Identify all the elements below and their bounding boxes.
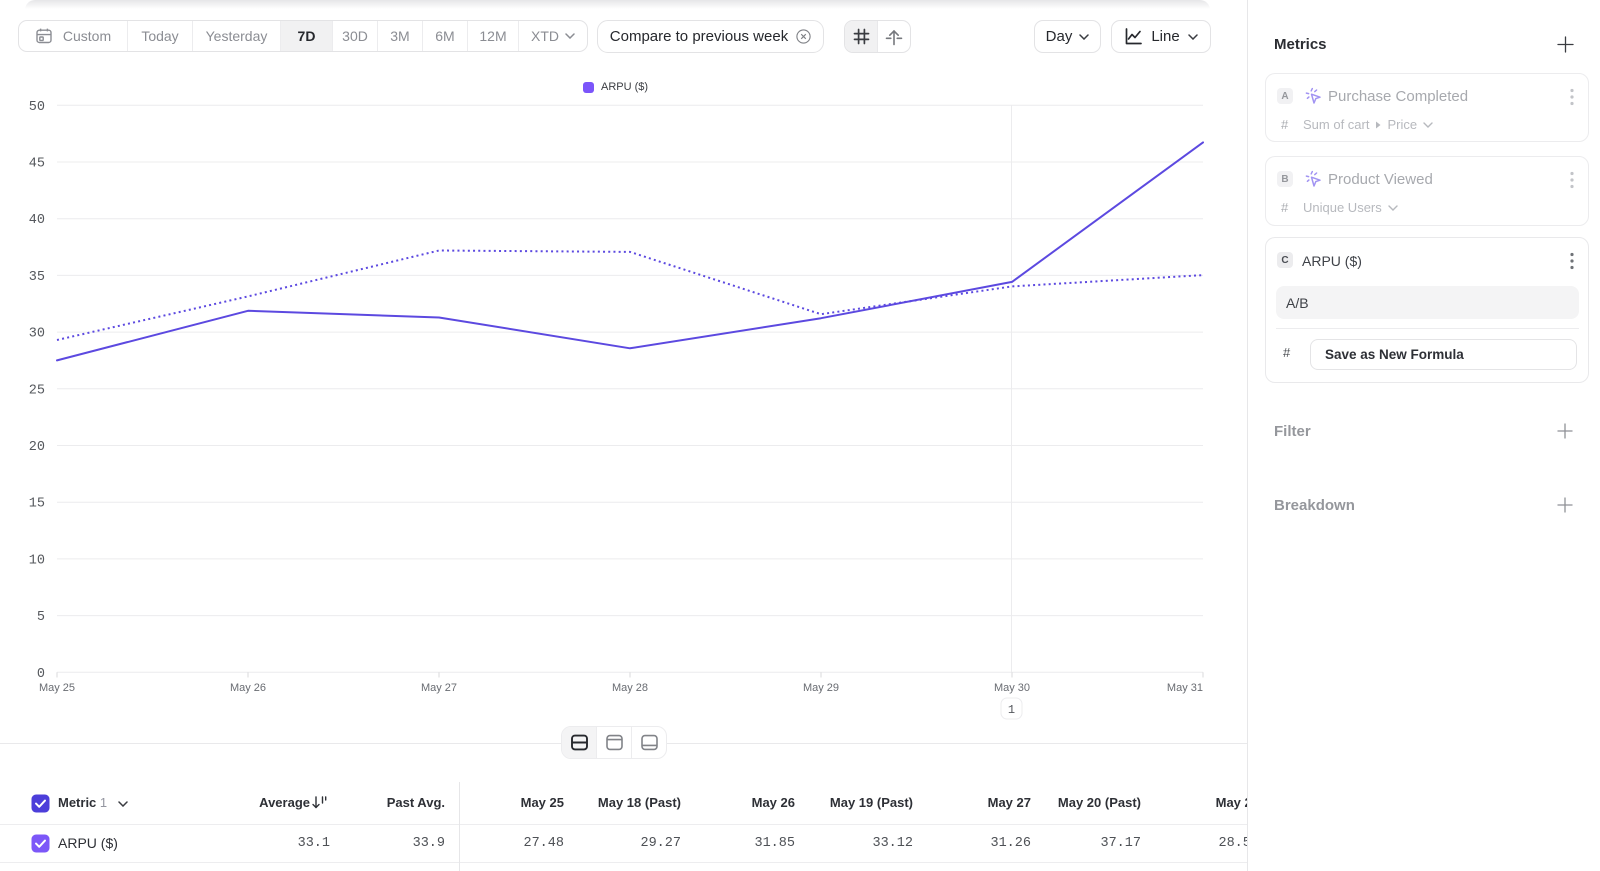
svg-text:35: 35 (29, 270, 45, 285)
svg-text:May 26: May 26 (230, 682, 266, 694)
svg-text:May 28: May 28 (612, 682, 648, 694)
svg-text:1: 1 (1008, 703, 1015, 717)
svg-text:50: 50 (29, 100, 45, 115)
svg-text:May 27: May 27 (421, 682, 457, 694)
svg-text:May 25: May 25 (39, 682, 75, 694)
svg-text:May 29: May 29 (803, 682, 839, 694)
svg-text:15: 15 (29, 497, 45, 512)
svg-text:20: 20 (29, 440, 45, 455)
svg-text:40: 40 (29, 213, 45, 228)
svg-text:45: 45 (29, 157, 45, 172)
svg-text:10: 10 (29, 553, 45, 568)
svg-text:May 31: May 31 (1167, 682, 1203, 694)
svg-text:30: 30 (29, 327, 45, 342)
svg-text:5: 5 (37, 610, 45, 625)
svg-text:May 30: May 30 (994, 682, 1030, 694)
svg-text:0: 0 (37, 667, 45, 682)
svg-text:25: 25 (29, 383, 45, 398)
